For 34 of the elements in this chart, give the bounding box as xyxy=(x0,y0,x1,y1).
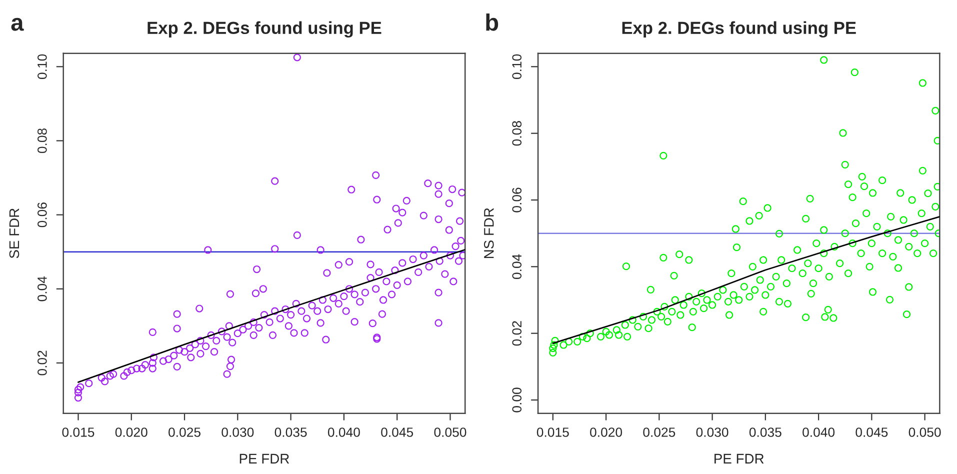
chart-title: Exp 2. DEGs found using PE xyxy=(622,21,856,38)
x-axis-title: PE FDR xyxy=(240,454,290,464)
x-tick-label: 0.035 xyxy=(749,428,782,437)
x-tick-label: 0.045 xyxy=(381,428,414,437)
x-tick-label: 0.025 xyxy=(168,428,200,437)
x-tick-label: 0.030 xyxy=(696,428,728,437)
x-axis-title: PE FDR xyxy=(714,454,764,464)
y-axis-title: NS FDR xyxy=(484,208,494,258)
x-tick-label: 0.050 xyxy=(434,428,466,437)
x-tick-label: 0.035 xyxy=(274,428,307,437)
x-tick-label: 0.015 xyxy=(62,428,94,437)
x-tick-label: 0.020 xyxy=(590,428,622,437)
x-tick-label: 0.020 xyxy=(115,428,148,437)
x-tick-label: 0.015 xyxy=(536,428,569,437)
y-tick-label: 0.06 xyxy=(38,202,47,228)
x-tick-label: 0.050 xyxy=(908,428,941,437)
x-tick-label: 0.040 xyxy=(328,428,360,437)
y-tick-label: 0.08 xyxy=(512,121,522,146)
text: b xyxy=(486,14,498,31)
y-tick-label: 0.02 xyxy=(512,321,522,346)
text: a xyxy=(11,18,24,31)
x-tick-label: 0.045 xyxy=(856,428,888,437)
y-tick-label: 0.00 xyxy=(512,388,522,412)
x-tick-label: 0.030 xyxy=(222,428,254,437)
y-tick-label: 0.04 xyxy=(38,276,47,302)
y-axis-title: SE FDR xyxy=(9,208,20,258)
y-tick-label: 0.08 xyxy=(38,128,47,154)
chart-title: Exp 2. DEGs found using PE xyxy=(148,21,382,38)
y-tick-label: 0.02 xyxy=(38,350,47,376)
y-tick-label: 0.10 xyxy=(512,54,522,79)
x-tick-label: 0.040 xyxy=(802,428,835,437)
y-tick-label: 0.04 xyxy=(512,254,522,279)
y-tick-label: 0.06 xyxy=(512,188,522,212)
x-tick-label: 0.025 xyxy=(643,428,676,437)
